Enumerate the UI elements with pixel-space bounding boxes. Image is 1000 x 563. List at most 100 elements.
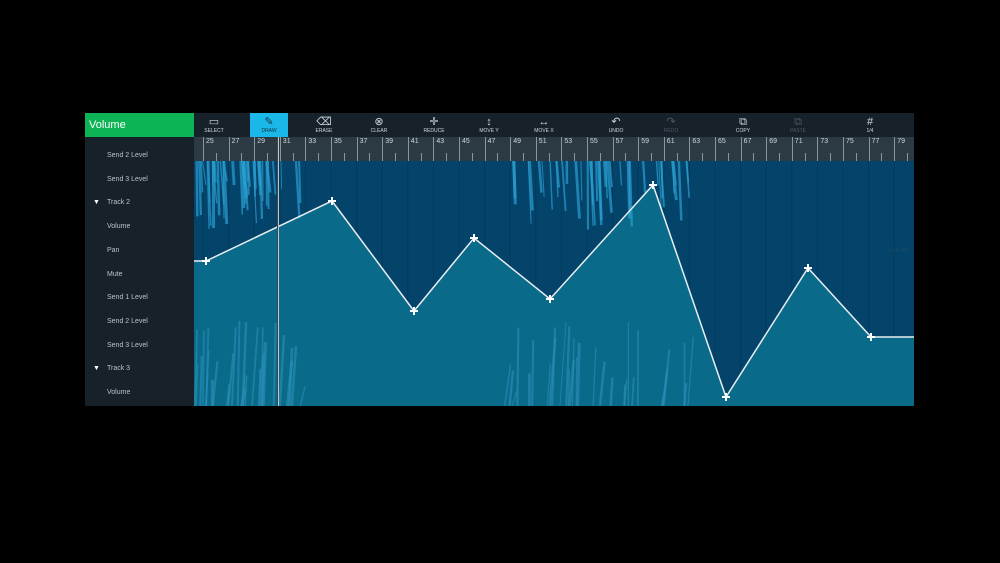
automation-node[interactable] [202,257,210,265]
ruler-minor-tick [292,153,294,161]
waveform-streak [575,357,578,406]
value-readout: 9.24 dB [887,248,908,254]
ruler-minor-tick [727,153,729,161]
waveform-streak [605,161,608,199]
waveform-streak [204,373,209,406]
tool-move-x-button[interactable]: ↔ MOVE X [525,113,563,137]
ruler-minor-tick [830,153,832,161]
ruler-bar-marker: 47 [484,137,495,161]
ruler-bar-marker: 55 [587,137,598,161]
waveform-streak [239,161,244,215]
ruler-minor-tick [446,153,448,161]
ruler-minor-tick [881,153,883,161]
waveform-streak [628,161,631,215]
ruler-bar-marker: 79 [894,137,905,161]
waveform-streak [537,161,543,193]
ruler-minor-tick [599,153,601,161]
move-y-icon: ↕ [486,116,492,128]
waveform-streak [199,355,203,406]
waveform-streak [511,390,518,406]
parameter-item[interactable]: Volume [107,389,131,396]
automation-node[interactable] [410,307,418,315]
parameter-item[interactable]: Send 1 Level [107,294,148,302]
tool-1-4-button[interactable]: #1/4 [851,113,889,137]
tool-reduce-button[interactable]: ✛ REDUCE [415,113,453,137]
waveform-streak [609,377,614,406]
grid-icon: # [866,116,874,128]
waveform-streak [288,347,294,406]
waveform-streak [299,385,306,406]
automation-lane[interactable]: 9.24 dB [194,161,914,406]
tool-erase-button[interactable]: ⌫ ERASE [305,113,343,137]
waveform-streak [591,161,594,206]
parameter-item[interactable]: Pan [107,246,120,254]
waveform-streak [290,345,298,406]
waveform-streak [260,353,266,406]
ruler-bar-marker: 73 [817,137,828,161]
timeline-ruler[interactable]: 25 27 29 31 33 35 37 39 41 43 45 47 49 51 53 55 57 59 61 63… [194,137,914,161]
waveform-streak [503,364,512,406]
ruler-bar-marker: 45 [459,137,470,161]
waveform-streak [598,361,606,406]
redo-icon: ↷ [666,116,676,128]
ruler-minor-tick [369,153,371,161]
automation-node[interactable] [722,393,730,401]
ruler-minor-tick [907,153,908,161]
waveform-streak [565,326,571,406]
waveform-streak [531,340,535,406]
parameter-item[interactable]: Mute [107,270,123,278]
tool-redo-button: ↷ REDO [652,113,690,137]
automation-node[interactable] [546,295,554,303]
track-header[interactable]: ▼ Track 3 [85,359,194,379]
tool-copy-button[interactable]: ⧉ COPY [724,113,762,137]
ruler-bar-marker: 75 [843,137,854,161]
ruler-minor-tick [753,153,755,161]
waveform-streak [258,368,262,406]
waveform-streak [672,161,675,194]
waveform-streak [240,161,246,209]
tool-undo-button[interactable]: ↶ UNDO [597,113,635,137]
ruler-bar-marker: 51 [535,137,547,161]
tool-clear-button[interactable]: ⊗ CLEAR [360,113,398,137]
playhead[interactable] [277,137,279,406]
waveform-streak [231,161,236,186]
track-header[interactable]: ▼ Track 2 [85,193,194,213]
ruler-bar-marker: 57 [612,137,623,161]
automation-node[interactable] [867,333,875,341]
waveform-streak [631,376,635,406]
ruler-minor-tick [676,153,678,161]
collapse-triangle-icon[interactable]: ▼ [93,199,100,207]
eraser-icon: ⌫ [316,116,332,128]
waveform-streak [567,369,570,406]
waveform-streak [194,329,198,406]
copy-icon: ⧉ [739,116,747,128]
tool-move-y-button[interactable]: ↕ MOVE Y [470,113,508,137]
automation-node[interactable] [804,264,812,272]
parameter-item[interactable]: Send 2 Level [107,317,148,325]
ruler-bar-marker: 59 [638,137,649,161]
ruler-minor-tick [343,153,345,161]
automation-node[interactable] [649,181,657,189]
ruler-minor-tick [267,153,268,161]
automation-graph[interactable] [194,161,914,406]
parameter-item[interactable]: Send 3 Level [107,341,148,349]
ruler-bar-marker: 65 [715,137,726,161]
waveform-streak [211,360,219,406]
ruler-bar-marker: 71 [791,137,803,161]
waveform-streak [231,327,237,406]
parameter-list[interactable]: Send 2 Level Send 3 Level ▼ Track 2 Volume Pa… [85,137,194,406]
waveform-streak [294,161,301,219]
parameter-item[interactable]: Send 3 Level [107,175,148,183]
waveform-streak [202,331,205,406]
automation-node[interactable] [328,197,336,205]
ruler-bar-marker: 67 [740,137,751,161]
collapse-triangle-icon[interactable]: ▼ [93,365,100,373]
parameter-item[interactable]: Send 2 Level [107,152,148,159]
tool-select-button[interactable]: ▭ SELECT [195,113,233,137]
waveform-streak [608,161,613,188]
pencil-icon: ✎ [264,116,274,128]
parameter-item[interactable]: Volume [107,223,131,231]
waveform-streak [655,161,659,186]
automation-node[interactable] [470,234,478,242]
tool-draw-button[interactable]: ✎ DRAW [250,113,288,137]
